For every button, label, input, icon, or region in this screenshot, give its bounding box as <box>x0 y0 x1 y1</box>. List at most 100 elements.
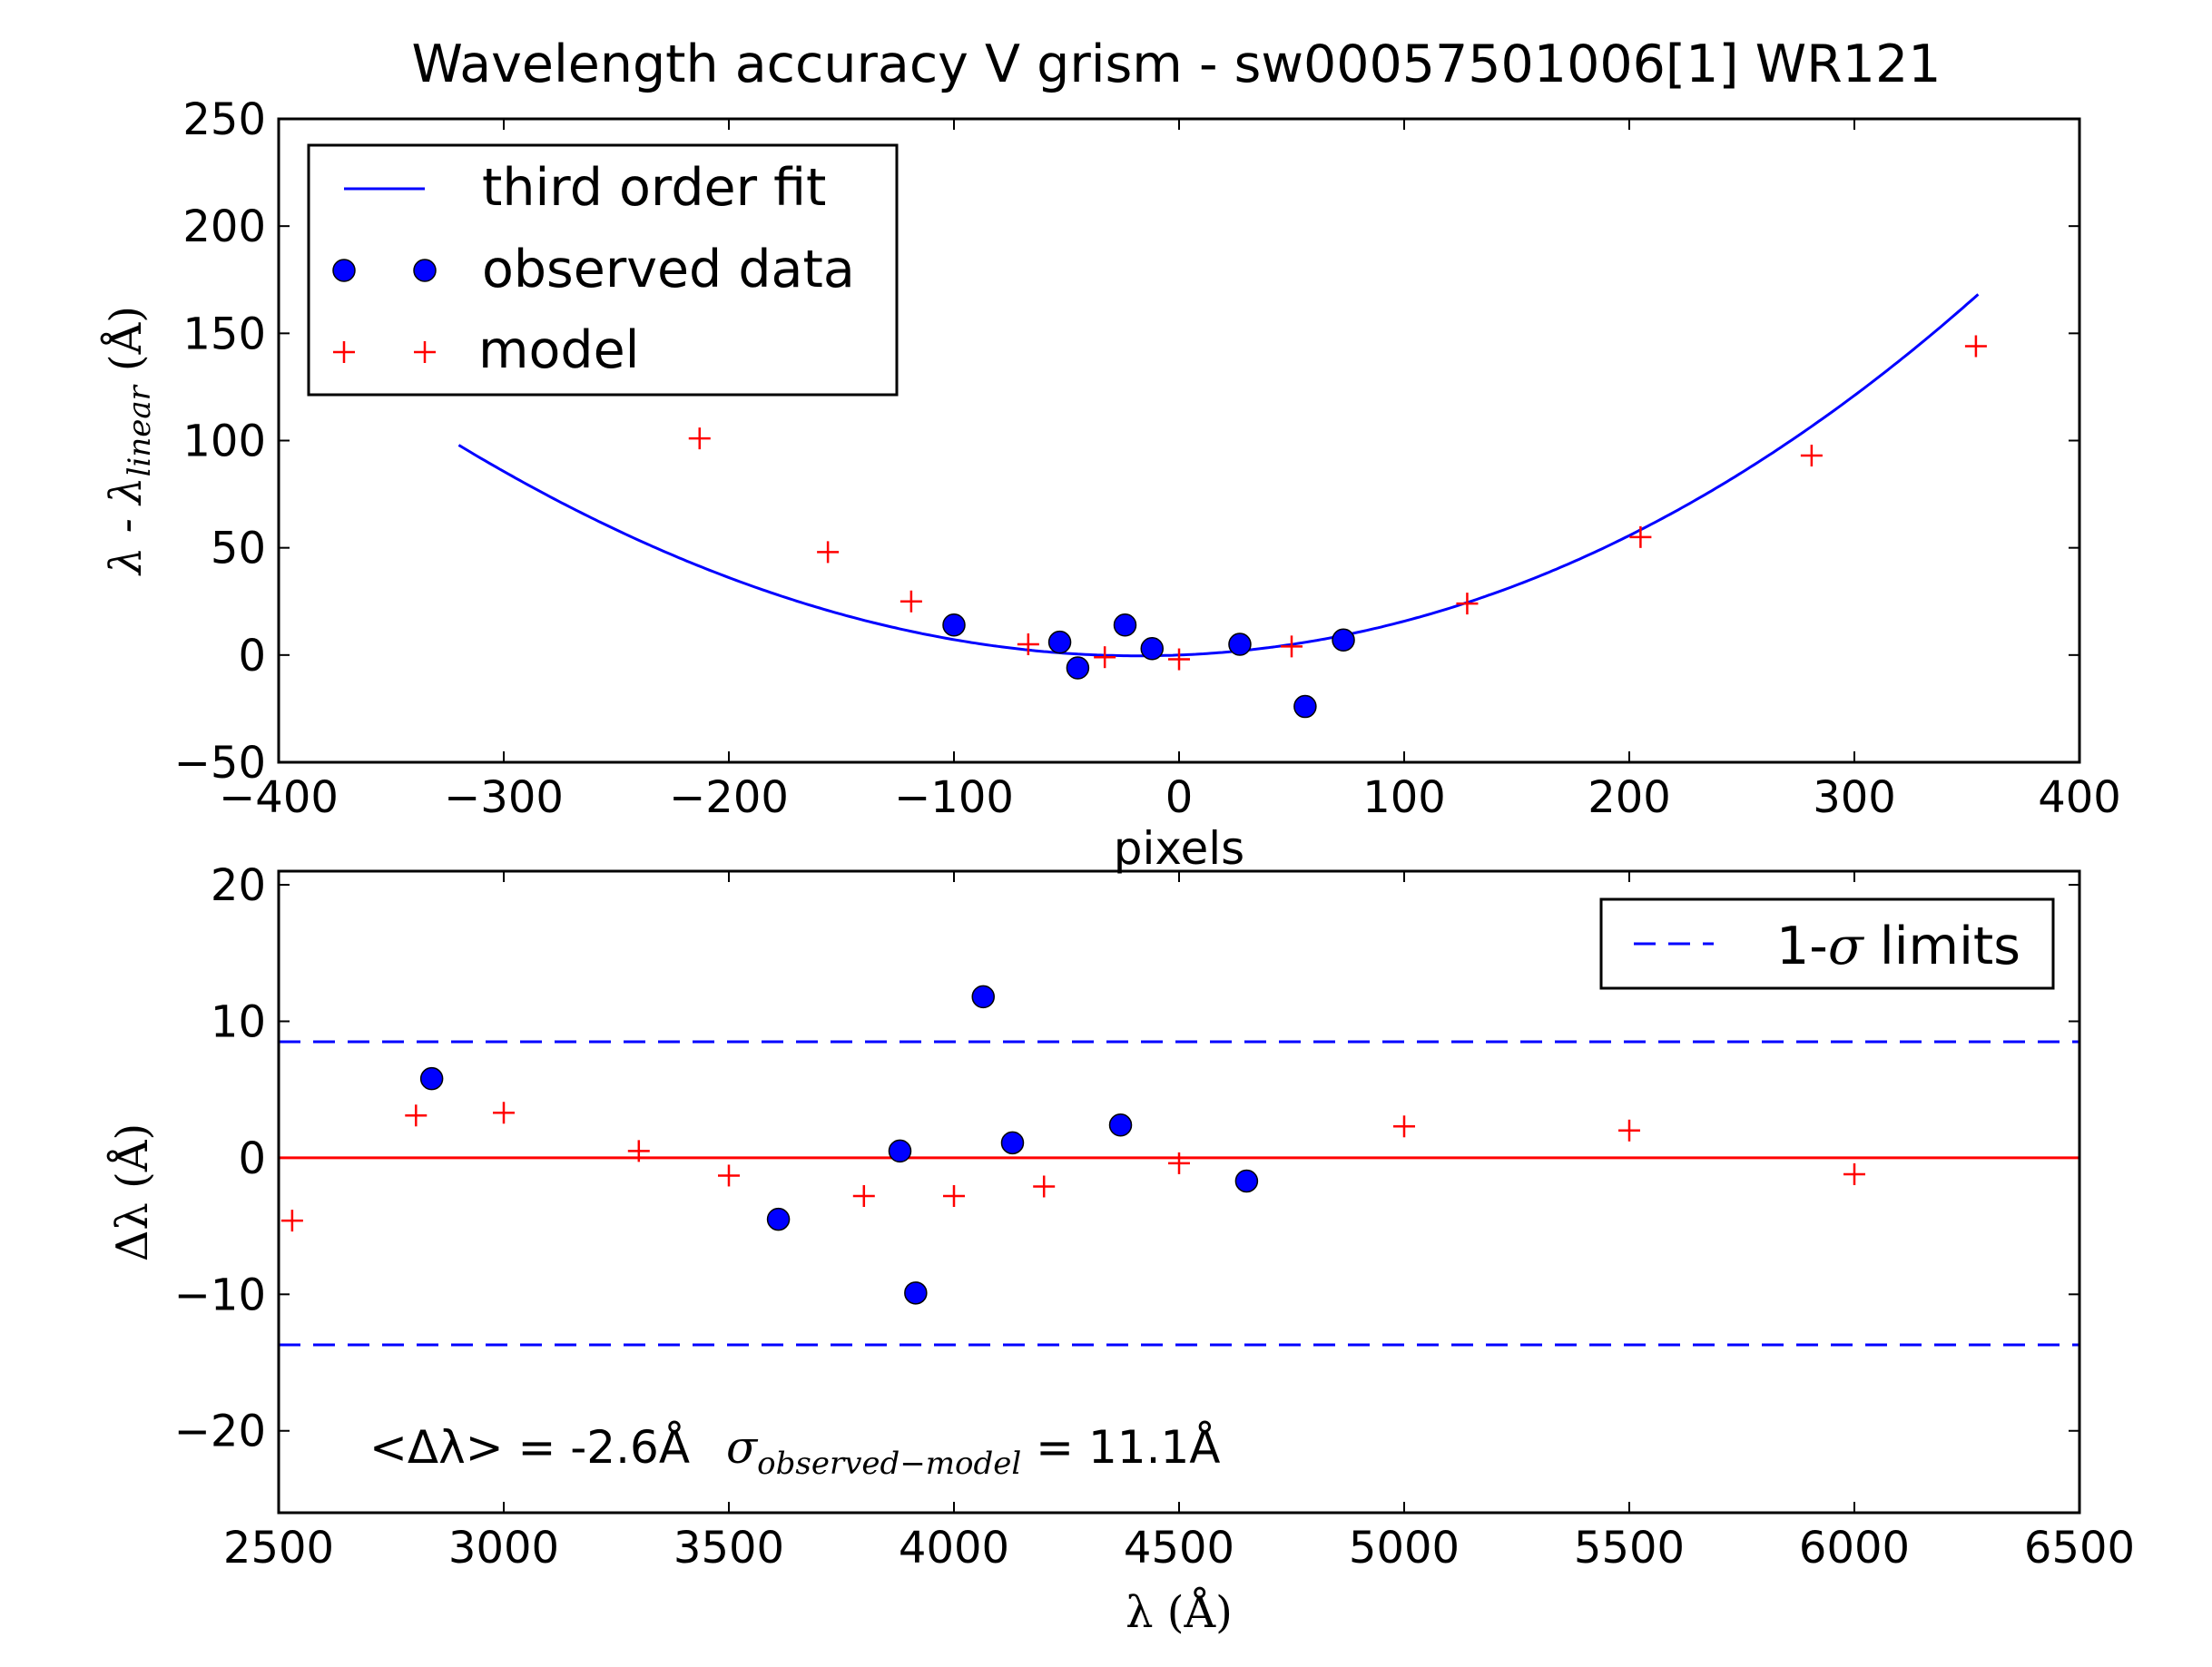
top-model-point <box>817 541 840 564</box>
bottom-model-point <box>1393 1115 1415 1138</box>
top-y-tick-label: 150 <box>182 309 266 359</box>
legend-fit-label: third order fit <box>482 158 826 218</box>
bottom-model-point <box>1618 1119 1640 1142</box>
bottom-model-point <box>1843 1162 1865 1185</box>
top-x-tick-label: −300 <box>444 772 564 823</box>
top-x-tick-label: 100 <box>1362 772 1446 823</box>
bottom-observed-point <box>419 1066 444 1091</box>
top-observed-point <box>1113 613 1137 637</box>
bottom-model-markers <box>280 1102 1865 1232</box>
top-y-axis-label-unit: (Å) <box>100 306 152 371</box>
bottom-y-tick-label: −10 <box>174 1270 266 1320</box>
bottom-model-point <box>280 1210 303 1232</box>
bottom-x-tick-label: 3500 <box>673 1523 784 1574</box>
bottom-observed-point <box>1234 1169 1259 1193</box>
bottom-observed-point <box>766 1207 791 1231</box>
legend-sigma-label: 1-σ limits <box>1776 917 2020 976</box>
top-y-tick-label: 50 <box>211 524 266 574</box>
top-axes-frame <box>277 117 2081 764</box>
top-observed-point <box>1047 630 1072 654</box>
top-model-point <box>1281 635 1303 658</box>
bottom-y-axis-label: Δλ (Å) <box>106 1123 158 1261</box>
legend-observed-swatch-1 <box>332 259 356 282</box>
top-observed-point <box>1332 628 1355 652</box>
legend-observed-swatch-2 <box>413 259 437 282</box>
top-legend-frame <box>307 143 899 397</box>
top-y-axis-label-main: λ - λ <box>101 476 152 576</box>
top-y-axis-label: λ - λlinear (Å) <box>100 306 158 576</box>
bottom-observed-markers <box>419 985 1259 1305</box>
bottom-observed-point <box>904 1281 928 1305</box>
legend-observed-label: observed data <box>482 240 855 299</box>
top-observed-markers <box>942 613 1355 719</box>
top-observed-point <box>1228 632 1252 656</box>
bottom-model-point <box>627 1140 650 1162</box>
top-model-point <box>1017 633 1039 656</box>
stats-sigma-value: = 11.1Å <box>1021 1421 1220 1474</box>
top-x-tick-label: 400 <box>2038 772 2121 823</box>
top-x-axis-label: pixels <box>1114 822 1244 875</box>
bottom-observed-point <box>888 1139 912 1163</box>
legend-model-swatch <box>333 341 436 363</box>
bottom-model-point <box>1033 1175 1056 1198</box>
legend-sigma-label-post: limits <box>1863 917 2020 976</box>
bottom-x-tick-label: 4500 <box>1124 1523 1234 1574</box>
bottom-x-tick-label: 6500 <box>2024 1523 2135 1574</box>
top-model-point <box>1800 445 1823 467</box>
top-observed-point <box>1293 694 1317 719</box>
top-model-point <box>1629 525 1652 548</box>
bottom-y-tick-label: 20 <box>211 860 266 911</box>
top-x-tick-label: 200 <box>1588 772 1671 823</box>
top-model-point <box>1456 593 1479 615</box>
legend-model-label: model <box>478 320 640 380</box>
stats-annotation: <Δλ> = -2.6Å σobserved−model = 11.1Å <box>369 1421 1221 1482</box>
top-plot-area: −400 −300 −200 −100 0 100 200 300 400 −50 0 50 100 15… <box>174 94 2121 823</box>
top-model-markers <box>688 335 1987 671</box>
legend-sigma-label-symbol: σ <box>1828 917 1865 976</box>
stats-sigma-subscript: observed−model <box>757 1446 1021 1482</box>
bottom-x-tick-label: 4000 <box>899 1523 1009 1574</box>
top-axis-ticks: −400 −300 −200 −100 0 100 200 300 400 −50 0 50 100 15… <box>174 94 2121 823</box>
bottom-x-tick-label: 6000 <box>1799 1523 1910 1574</box>
bottom-axes-frame <box>277 869 2081 1515</box>
top-model-point <box>1168 648 1190 671</box>
bottom-model-point <box>493 1102 515 1124</box>
top-y-tick-label: 0 <box>238 631 266 682</box>
bottom-x-tick-label: 2500 <box>223 1523 334 1574</box>
top-x-tick-label: −100 <box>894 772 1014 823</box>
top-model-point <box>1094 646 1116 669</box>
top-model-point <box>1964 335 1987 358</box>
bottom-x-axis-label: λ (Å) <box>1126 1586 1233 1638</box>
top-legend: third order fit observed data model <box>307 143 899 397</box>
bottom-model-point <box>1168 1152 1190 1174</box>
bottom-legend: 1-σ limits <box>1599 897 2055 990</box>
bottom-y-tick-label: −20 <box>174 1407 266 1457</box>
bottom-model-point <box>943 1185 965 1208</box>
bottom-observed-point <box>971 985 995 1009</box>
top-observed-point <box>1066 656 1090 680</box>
stats-sigma-symbol: σ <box>726 1421 759 1474</box>
bottom-observed-point <box>1000 1131 1025 1155</box>
top-y-tick-label: 200 <box>182 201 266 252</box>
third-order-fit-line <box>457 293 1980 658</box>
stats-mean-text: <Δλ> = -2.6Å <box>369 1421 690 1474</box>
top-model-point <box>688 427 711 450</box>
top-y-tick-label: 250 <box>182 94 266 145</box>
bottom-model-point <box>852 1185 875 1208</box>
bottom-x-tick-label: 5500 <box>1574 1523 1685 1574</box>
top-x-tick-label: 0 <box>1165 772 1194 823</box>
top-observed-point <box>1140 636 1164 661</box>
top-y-tick-label: −50 <box>174 738 266 789</box>
top-observed-point <box>942 613 966 637</box>
bottom-model-point <box>718 1164 740 1187</box>
bottom-model-point <box>405 1104 428 1127</box>
top-y-tick-label: 100 <box>182 417 266 467</box>
top-chart-title: Wavelength accuracy V grism - sw00057501… <box>412 34 1942 94</box>
top-model-point <box>900 590 922 613</box>
bottom-observed-point <box>1108 1113 1133 1137</box>
top-x-tick-label: −200 <box>669 772 789 823</box>
bottom-y-tick-label: 0 <box>238 1133 266 1184</box>
legend-sigma-label-pre: 1- <box>1776 917 1828 976</box>
top-x-tick-label: 300 <box>1813 772 1896 823</box>
